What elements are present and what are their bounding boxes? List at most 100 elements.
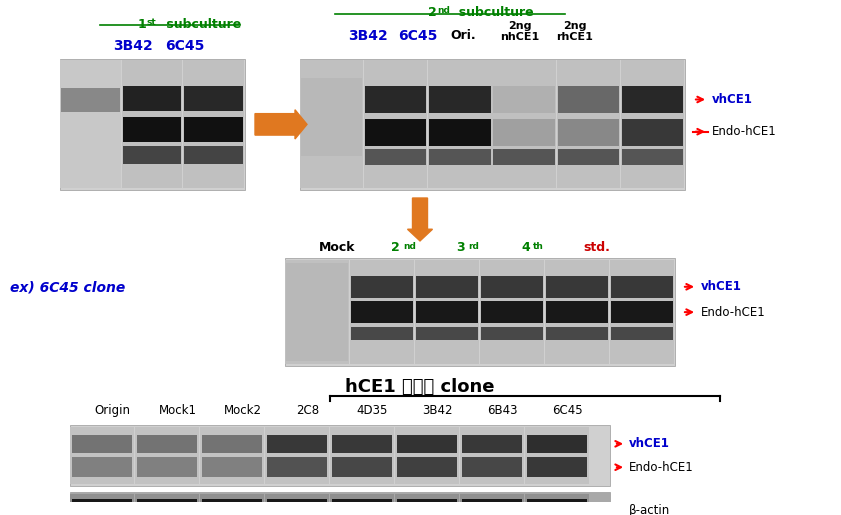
FancyArrow shape [255, 110, 307, 139]
Bar [135, 493, 199, 515]
Bar [527, 457, 587, 477]
Bar [332, 457, 392, 477]
Bar [527, 500, 587, 515]
Bar [285, 261, 349, 364]
Text: Mock2: Mock2 [224, 404, 262, 417]
Bar [351, 327, 413, 340]
Bar [415, 261, 479, 364]
Bar [365, 119, 426, 146]
Bar [525, 427, 589, 484]
Text: 6C45: 6C45 [166, 39, 204, 53]
FancyArrow shape [408, 198, 432, 241]
Text: rd: rd [468, 242, 479, 251]
Text: std.: std. [584, 241, 611, 253]
Text: Ori.: Ori. [450, 29, 476, 42]
Bar [546, 327, 608, 340]
Bar [265, 427, 329, 484]
Bar [285, 259, 675, 366]
Bar [460, 493, 524, 515]
Bar [200, 493, 264, 515]
Text: nd: nd [437, 6, 450, 15]
Bar [416, 327, 478, 340]
Text: nd: nd [403, 242, 416, 251]
Bar [558, 119, 619, 146]
Bar [135, 427, 199, 484]
Text: Mock: Mock [319, 241, 355, 253]
Text: vhCE1: vhCE1 [629, 437, 670, 450]
Bar [70, 425, 610, 486]
Bar [365, 86, 426, 113]
Bar [611, 301, 673, 323]
Bar [365, 149, 426, 165]
Text: 3: 3 [457, 241, 465, 253]
Bar [545, 261, 609, 364]
Bar [72, 500, 132, 515]
Bar [350, 261, 414, 364]
Text: 2: 2 [391, 241, 400, 253]
Bar [300, 60, 363, 188]
Bar [395, 427, 459, 484]
Bar [621, 149, 683, 165]
Bar [558, 149, 619, 165]
Bar [200, 427, 264, 484]
Text: 6B43: 6B43 [487, 404, 518, 417]
Bar [265, 493, 329, 515]
Bar [122, 60, 182, 188]
Text: Mock1: Mock1 [158, 404, 197, 417]
Bar [184, 86, 243, 111]
Bar [481, 327, 543, 340]
Text: subculture: subculture [162, 18, 241, 30]
Text: 2C8: 2C8 [296, 404, 319, 417]
Bar [123, 146, 182, 164]
Bar [137, 435, 197, 453]
Bar [137, 457, 197, 477]
Bar [494, 149, 555, 165]
Text: rhCE1: rhCE1 [557, 32, 594, 42]
Text: vhCE1: vhCE1 [701, 280, 742, 293]
Bar [301, 78, 362, 156]
Bar [621, 60, 684, 188]
Bar [397, 457, 457, 477]
Bar [61, 88, 119, 112]
Bar [611, 276, 673, 298]
Bar [72, 457, 132, 477]
Text: Origin: Origin [94, 404, 130, 417]
Bar [70, 493, 134, 515]
Bar [70, 427, 134, 484]
Text: st: st [147, 18, 156, 27]
Text: nhCE1: nhCE1 [500, 32, 540, 42]
Bar [430, 119, 490, 146]
Text: 4: 4 [521, 241, 530, 253]
Bar [351, 301, 413, 323]
Bar [330, 493, 394, 515]
Bar [546, 301, 608, 323]
Bar [202, 457, 262, 477]
Bar [416, 301, 478, 323]
Text: 6C45: 6C45 [553, 404, 583, 417]
Bar [364, 60, 427, 188]
Bar [481, 301, 543, 323]
Bar [621, 86, 683, 113]
Bar [493, 60, 556, 188]
Bar [557, 60, 620, 188]
Bar [462, 435, 522, 453]
Text: ex) 6C45 clone: ex) 6C45 clone [10, 281, 125, 295]
Text: th: th [533, 242, 544, 251]
Text: 3B42: 3B42 [422, 404, 452, 417]
Bar [428, 60, 491, 188]
Bar [72, 435, 132, 453]
Bar [300, 59, 685, 190]
Bar [70, 492, 610, 515]
Bar [286, 263, 348, 361]
Bar [462, 500, 522, 515]
Bar [480, 261, 544, 364]
Bar [267, 457, 327, 477]
Text: 3B42: 3B42 [348, 29, 388, 43]
Bar [494, 86, 555, 113]
Bar [397, 500, 457, 515]
Text: 2: 2 [427, 6, 436, 19]
Bar [332, 500, 392, 515]
Bar [460, 427, 524, 484]
Bar [527, 435, 587, 453]
Bar [60, 60, 120, 188]
